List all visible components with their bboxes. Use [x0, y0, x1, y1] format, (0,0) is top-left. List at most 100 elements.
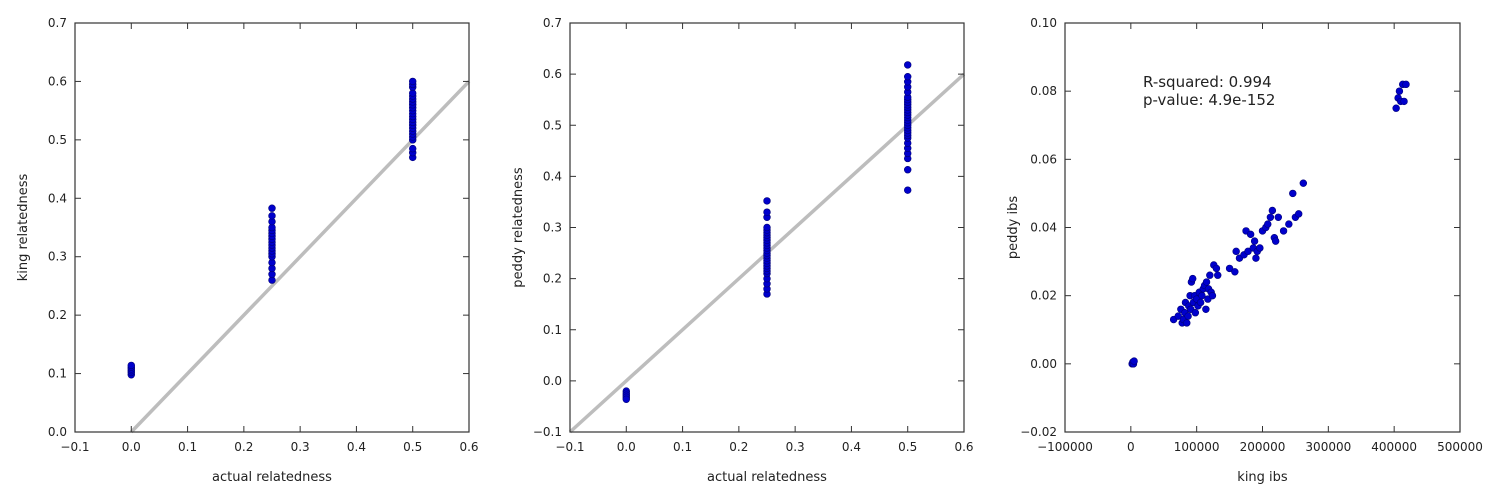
data-point	[1189, 274, 1197, 283]
x-tick-label: 300000	[1305, 440, 1351, 454]
panel-2: −0.1 0.0 0.1 0.2 0.3 0.4 0.5 0.6 −0.1 0.0 0.1 0.2 0.…	[511, 16, 974, 485]
data-point	[1244, 247, 1252, 256]
data-point	[1264, 220, 1272, 228]
y-tick-label: 0.06	[1030, 152, 1057, 166]
data-point	[1395, 87, 1404, 95]
x-tick-label: 0.5	[898, 440, 917, 454]
y-tick-label: 0.7	[543, 16, 562, 30]
data-point	[1392, 104, 1400, 112]
annotation-line: R-squared: 0.994	[1143, 73, 1272, 91]
y-tick-label: −0.02	[1020, 425, 1057, 439]
data-point	[1196, 298, 1205, 307]
x-tick-label: −100000	[1037, 440, 1093, 454]
x-tick-label: 0.6	[459, 440, 478, 454]
x-axis-label: actual relatedness	[212, 470, 332, 485]
data-point	[904, 72, 912, 81]
y-axis-label: king relatedness	[16, 174, 31, 282]
x-tick-label: 100000	[1174, 440, 1220, 454]
x-tick-label: 0.1	[178, 440, 197, 454]
data-point	[1184, 312, 1192, 320]
data-point	[1208, 291, 1217, 300]
axes-frame	[74, 22, 470, 433]
x-tick-label: 0.3	[786, 440, 805, 454]
x-tick-label: 0.4	[842, 440, 861, 454]
data-point	[1246, 230, 1255, 239]
y-tick-label: 0.2	[543, 272, 562, 286]
data-point	[1212, 264, 1221, 273]
x-tick-label: 500000	[1437, 440, 1483, 454]
data-point	[904, 186, 912, 194]
y-tick-label: 0.5	[543, 118, 562, 132]
x-tick-label: 0.4	[347, 440, 366, 454]
y-tick-label: 0.1	[543, 323, 562, 337]
data-point	[1232, 247, 1240, 256]
y-tick-label: 0.0	[48, 425, 67, 439]
y-axis-label: peddy ibs	[1006, 196, 1021, 259]
x-tick-label: 0.6	[954, 440, 973, 454]
y-tick-label: 0.0	[543, 374, 562, 388]
data-point	[1252, 254, 1260, 262]
data-point	[268, 212, 276, 220]
y-tick-label: 0.08	[1030, 84, 1057, 98]
data-point	[1130, 357, 1138, 365]
data-point	[409, 144, 417, 153]
x-axis-label: actual relatedness	[707, 470, 827, 485]
data-point	[1299, 179, 1308, 187]
x-axis-label: king ibs	[1237, 470, 1288, 485]
data-point	[1402, 80, 1410, 89]
data-point	[763, 223, 771, 232]
x-tick-label: 0.5	[403, 440, 422, 454]
data-point	[1191, 309, 1200, 317]
data-point	[1279, 227, 1288, 235]
x-tick-label: −0.1	[60, 440, 89, 454]
data-point	[1268, 206, 1277, 215]
x-tick-label: 0.2	[729, 440, 748, 454]
y-tick-label: 0.02	[1030, 289, 1057, 303]
data-point	[1295, 210, 1303, 218]
y-tick-label: 0.04	[1030, 221, 1057, 235]
y-tick-label: 0.2	[48, 308, 67, 322]
y-tick-label: 0.6	[543, 67, 562, 81]
data-point	[1202, 278, 1211, 286]
x-tick-label: 0	[1127, 440, 1135, 454]
data-point	[1225, 264, 1234, 273]
data-point	[409, 77, 417, 86]
x-tick-label: 200000	[1240, 440, 1286, 454]
y-tick-label: 0.3	[48, 250, 67, 264]
data-point	[1400, 97, 1408, 106]
data-point	[1256, 244, 1264, 252]
x-tick-label: 0.3	[291, 440, 310, 454]
annotation-line: p-value: 4.9e-152	[1143, 91, 1275, 109]
panel-3: −100000 0 100000 200000 300000 400000 500000 −0…	[1006, 16, 1483, 485]
y-tick-label: 0.4	[48, 191, 67, 205]
y-tick-label: 0.00	[1030, 357, 1057, 371]
y-tick-label: 0.1	[48, 367, 67, 381]
y-tick-label: 0.6	[48, 74, 67, 88]
y-tick-label: −0.1	[533, 425, 562, 439]
data-point	[1250, 237, 1259, 245]
data-point	[1289, 189, 1297, 198]
data-point	[1183, 319, 1191, 327]
x-tick-label: 0.2	[234, 440, 253, 454]
data-point	[763, 197, 771, 205]
data-point	[1206, 271, 1214, 279]
data-point	[1174, 312, 1182, 320]
data-point	[1274, 213, 1283, 221]
data-point	[1285, 220, 1293, 228]
data-point	[1231, 268, 1239, 276]
x-tick-label: 0.0	[122, 440, 141, 454]
data-point	[1202, 305, 1210, 313]
data-point	[622, 395, 630, 403]
y-tick-label: 0.4	[543, 169, 562, 183]
data-point	[904, 61, 912, 69]
data-point	[1266, 213, 1275, 221]
data-point	[904, 166, 912, 174]
reference-line	[130, 80, 471, 434]
data-point	[1271, 237, 1280, 245]
data-point	[268, 204, 276, 212]
y-axis-label: peddy relatedness	[511, 167, 526, 288]
x-tick-label: 400000	[1371, 440, 1417, 454]
y-tick-label: 0.3	[543, 221, 562, 235]
y-tick-label: 0.10	[1030, 16, 1057, 30]
